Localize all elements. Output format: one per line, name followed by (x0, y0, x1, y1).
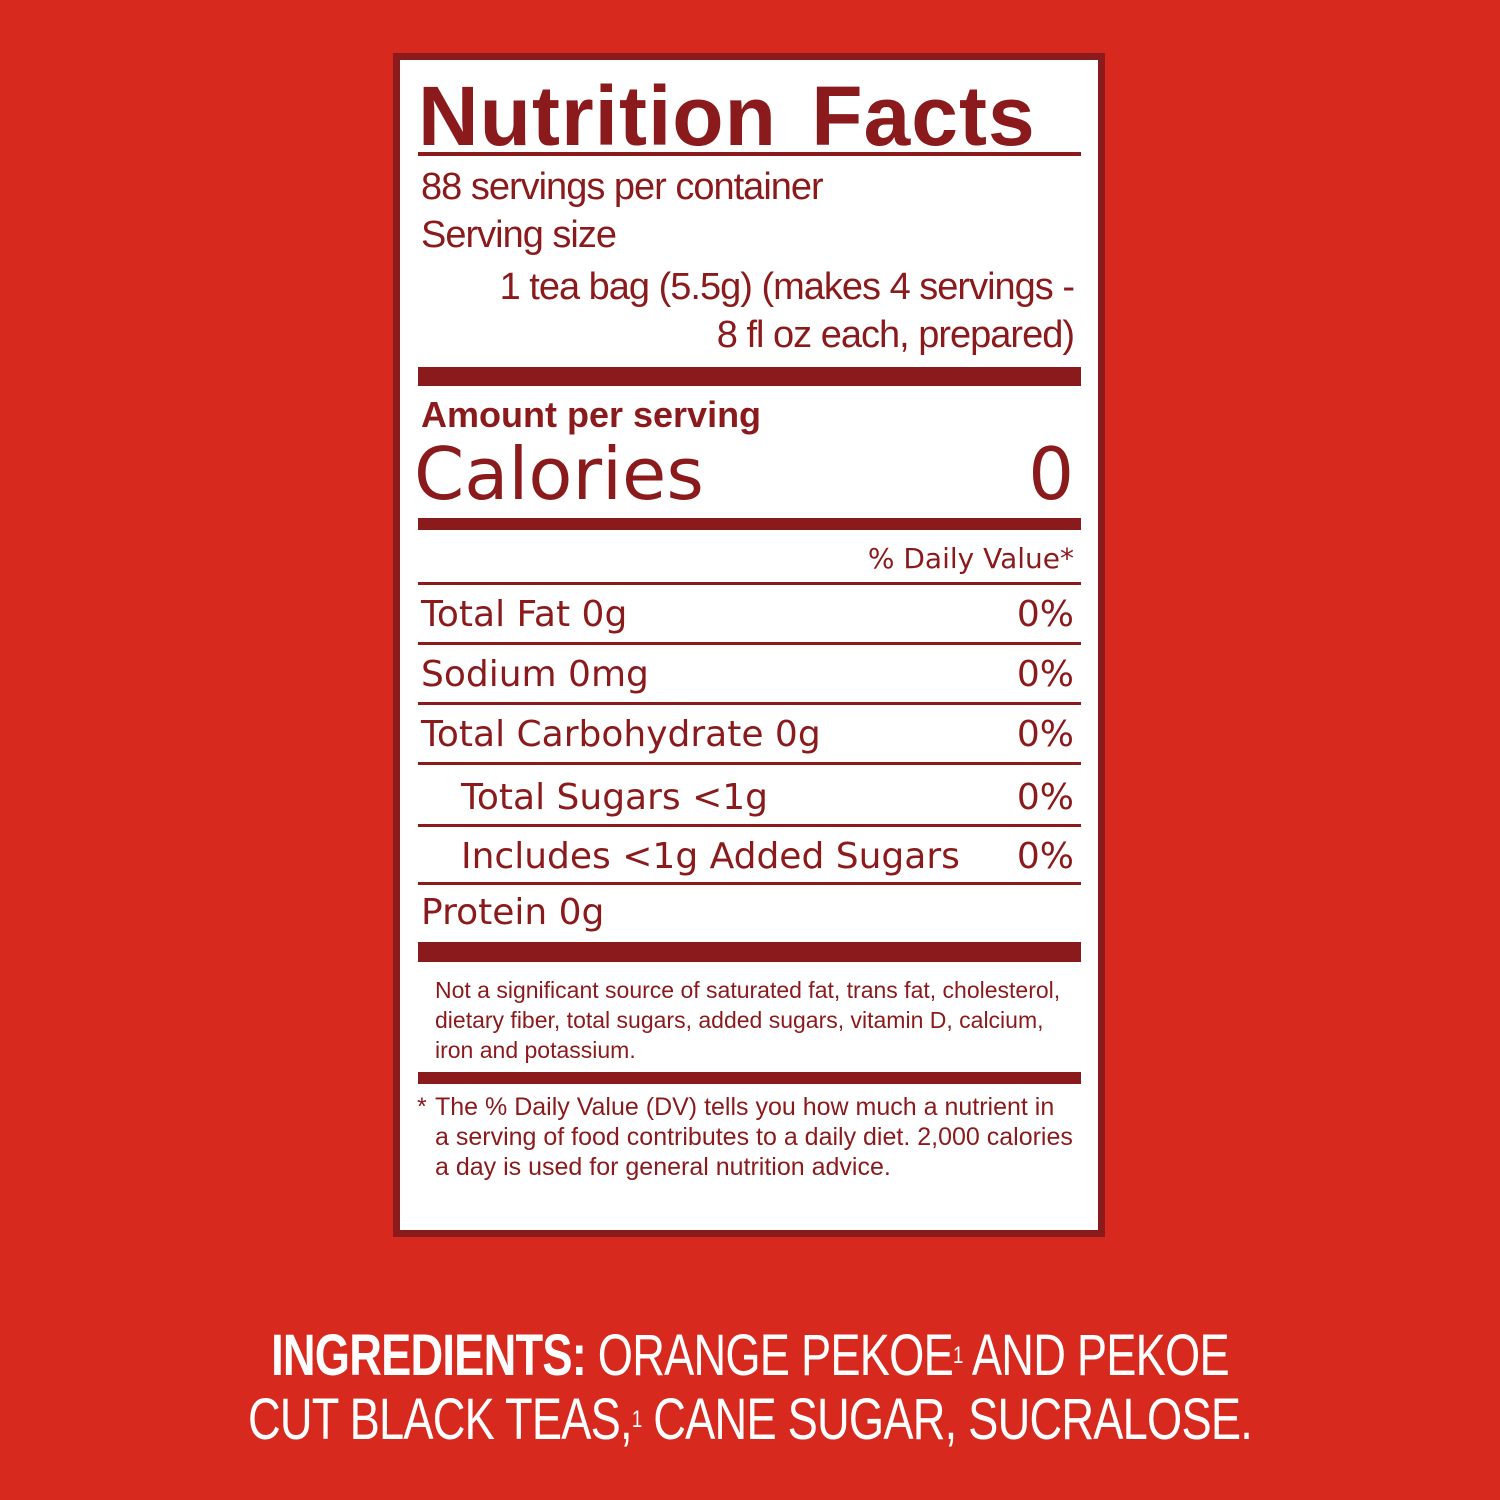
serving-size-line1: 1 tea bag (5.5g) (makes 4 servings - (499, 266, 1075, 308)
dv-added-sugars: 0% (1016, 836, 1074, 877)
serving-size-line2: 8 fl oz each, prepared) (716, 314, 1075, 356)
nutrient-added-sugars: Includes <1g Added Sugars (461, 836, 960, 877)
divider (418, 882, 1081, 885)
daily-value-footnote: The % Daily Value (DV) tells you how muc… (435, 1093, 1073, 1181)
nutrient-protein: Protein 0g (421, 892, 605, 933)
medium-divider (418, 518, 1081, 530)
footnote-marker: * (417, 1093, 427, 1121)
label-title: Nutrition Facts (418, 69, 1036, 163)
nutrient-total-fat: Total Fat 0g (421, 594, 628, 635)
calories-value: 0 (1028, 432, 1074, 516)
dv-total-carbohydrate: 0% (1016, 714, 1074, 755)
ingredient-text: CANE SUGAR, SUCRALOSE. (653, 1387, 1253, 1452)
amount-per-serving: Amount per serving (421, 394, 762, 435)
nutrient-sodium: Sodium 0mg (421, 654, 649, 695)
thick-divider (418, 942, 1081, 962)
ingredients-heading: INGREDIENTS: (271, 1323, 587, 1388)
not-significant-note: Not a significant source of saturated fa… (435, 977, 1061, 1063)
dv-sodium: 0% (1016, 654, 1074, 695)
divider (418, 642, 1081, 645)
ingredients-line1: INGREDIENTS: ORANGE PEKOE1 AND PEKOE (165, 1324, 1335, 1388)
medium-divider (418, 1072, 1081, 1084)
daily-value-header: % Daily Value* (867, 542, 1074, 575)
nutrient-total-carbohydrate: Total Carbohydrate 0g (421, 714, 821, 755)
divider (418, 762, 1081, 765)
dv-total-sugars: 0% (1016, 777, 1074, 818)
nutrition-facts-label: Nutrition Facts 88 servings per containe… (393, 53, 1105, 1237)
ingredients-line2: CUT BLACK TEAS,1 CANE SUGAR, SUCRALOSE. (165, 1388, 1335, 1452)
thick-divider (418, 367, 1081, 386)
divider (418, 582, 1081, 585)
dv-total-fat: 0% (1016, 594, 1074, 635)
serving-size-label: Serving size (421, 214, 617, 256)
divider (418, 824, 1081, 827)
ingredient-text: ORANGE PEKOE (597, 1323, 954, 1388)
footnote-superscript: 1 (631, 1406, 642, 1433)
ingredient-text: CUT BLACK TEAS, (247, 1387, 633, 1452)
footnote-superscript: 1 (952, 1342, 963, 1369)
nutrient-total-sugars: Total Sugars <1g (461, 777, 769, 818)
divider (418, 152, 1081, 156)
calories-label: Calories (414, 432, 704, 516)
ingredient-text: AND PEKOE (971, 1323, 1230, 1388)
divider (418, 702, 1081, 705)
servings-per-container: 88 servings per container (421, 166, 824, 208)
